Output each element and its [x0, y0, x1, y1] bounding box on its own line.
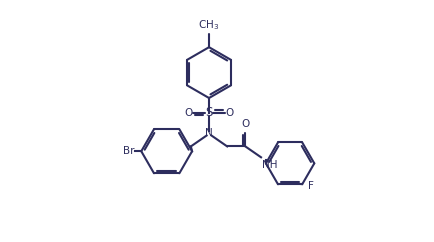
Text: N: N	[205, 128, 212, 138]
Text: NH: NH	[262, 160, 277, 170]
Text: F: F	[307, 181, 312, 190]
Text: S: S	[205, 106, 212, 119]
Text: O: O	[224, 107, 233, 118]
Text: O: O	[240, 119, 249, 129]
Text: Br: Br	[122, 146, 134, 156]
Text: CH$_3$: CH$_3$	[198, 18, 219, 32]
Text: O: O	[184, 107, 193, 118]
